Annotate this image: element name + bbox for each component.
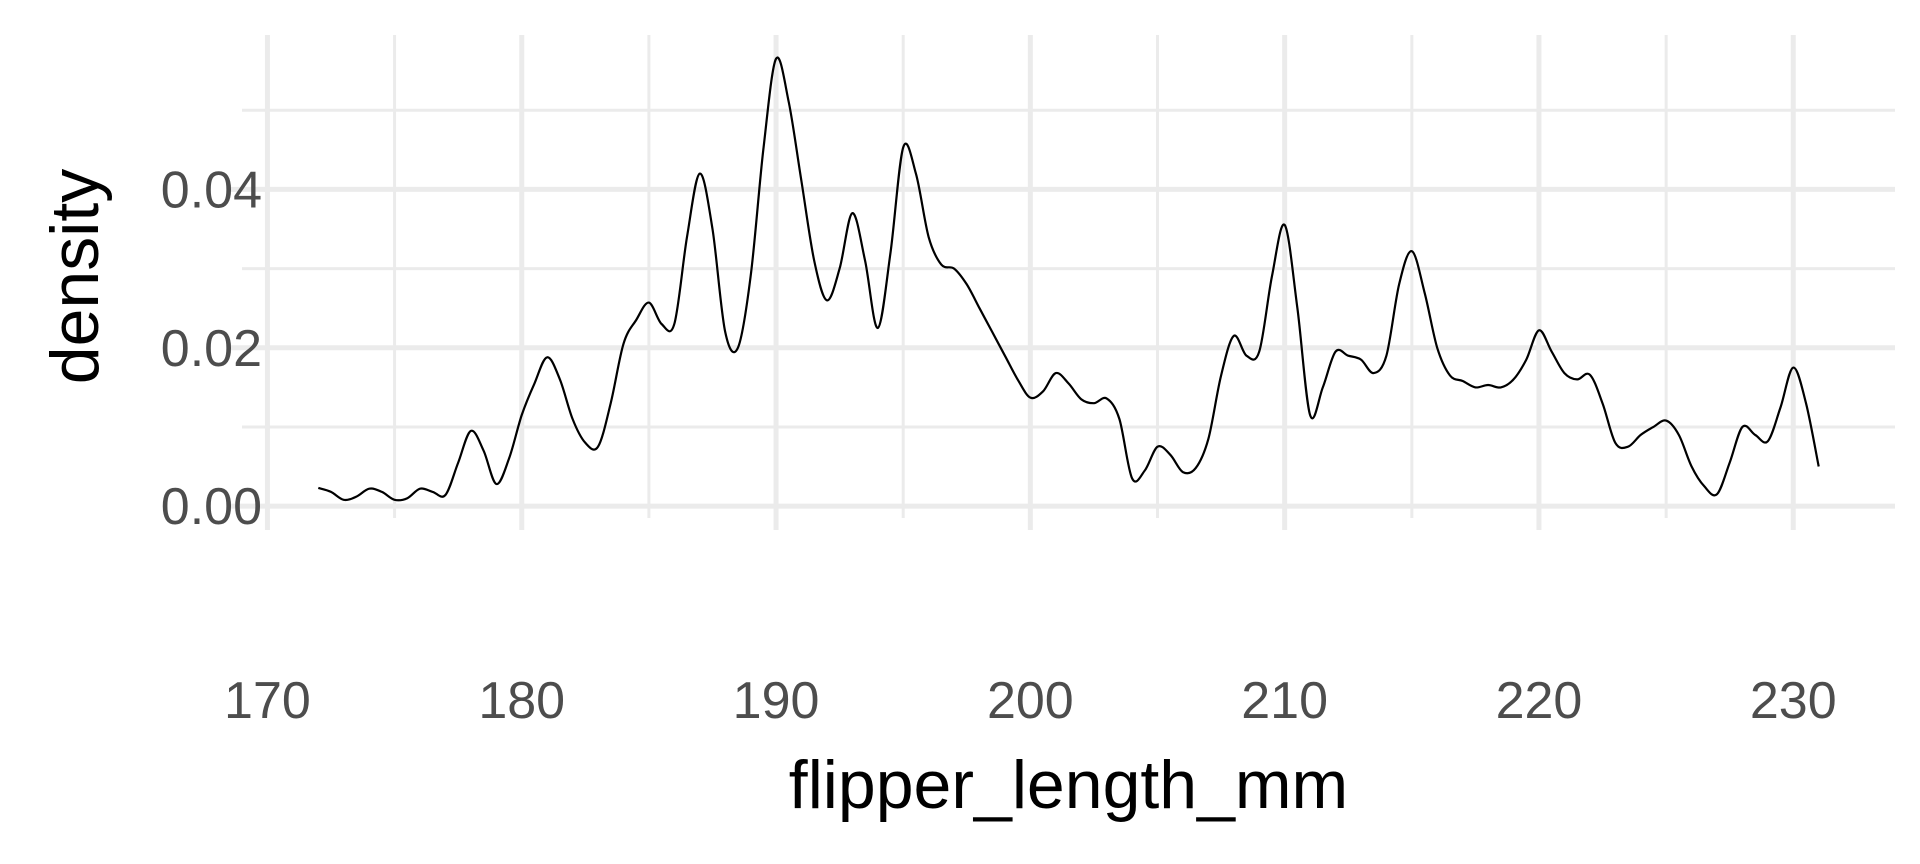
density-line xyxy=(317,56,1820,502)
x-tick-label: 200 xyxy=(987,672,1074,730)
x-tick-label: 210 xyxy=(1241,672,1328,730)
ticks-layer xyxy=(230,186,1796,530)
y-axis-title: density xyxy=(37,169,113,384)
grid-layer xyxy=(242,35,1895,518)
labels-layer: 170 180 190 200 210 220 230 0.00 0.02 0.04 xyxy=(161,161,1837,730)
y-tick-label: 0.04 xyxy=(161,161,262,219)
x-tick-label: 220 xyxy=(1496,672,1583,730)
x-axis-title: flipper_length_mm xyxy=(789,747,1348,823)
x-tick-label: 190 xyxy=(733,672,820,730)
x-tick-label: 170 xyxy=(224,672,311,730)
y-tick-label: 0.02 xyxy=(161,320,262,378)
line-layer xyxy=(317,56,1820,502)
x-tick-label: 180 xyxy=(478,672,565,730)
y-tick-label: 0.00 xyxy=(161,478,262,536)
x-tick-label: 230 xyxy=(1750,672,1837,730)
